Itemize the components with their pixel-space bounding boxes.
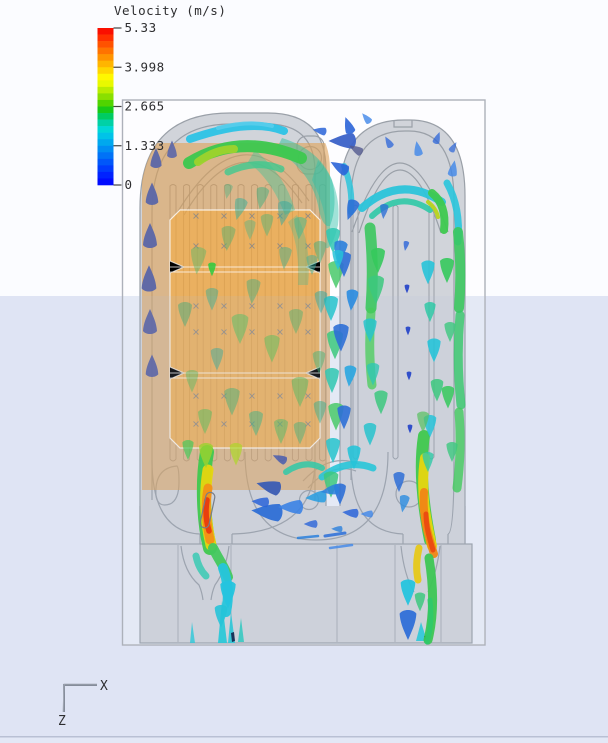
colorbar-band [97, 47, 114, 55]
colorbar-band [97, 34, 114, 42]
colorbar-tick-label: 1.333 [125, 138, 165, 153]
colorbar-band [97, 145, 114, 153]
colorbar-band [97, 106, 114, 114]
colorbar-band [97, 165, 114, 173]
colorbar-band [97, 119, 114, 127]
colorbar-band [97, 113, 114, 120]
colorbar [97, 28, 114, 186]
module-seams [169, 260, 321, 380]
colorbar-band [97, 93, 114, 101]
z-axis-label: Z [58, 714, 66, 729]
colorbar-band [97, 41, 114, 48]
colorbar-band [97, 86, 114, 94]
legend-title: Velocity (m/s) [114, 3, 226, 18]
colorbar-band [97, 99, 114, 107]
colorbar-band [97, 28, 114, 35]
colorbar-band [97, 54, 114, 62]
colorbar-band [97, 152, 114, 160]
colorbar-band [97, 67, 114, 75]
colorbar-band [97, 171, 114, 179]
colorbar-tick-label: 3.998 [125, 59, 165, 74]
colorbar-ticks: 5.33 3.998 2.665 1.333 0 [113, 20, 165, 192]
colorbar-band [97, 132, 114, 140]
colorbar-tick-label: 5.33 [125, 20, 157, 35]
colorbar-tick-label: 0 [125, 177, 133, 192]
colorbar-band [97, 139, 114, 147]
colorbar-band [97, 178, 114, 186]
colorbar-band [97, 60, 114, 68]
colorbar-band [97, 158, 114, 166]
velocity-legend: Velocity (m/s) 5.33 3.998 2.665 1.333 0 [97, 3, 226, 192]
flow-streak-arcs [183, 121, 466, 645]
x-axis-label: X [100, 679, 108, 694]
outlet-slot-outline [199, 491, 216, 529]
colorbar-band [97, 80, 114, 88]
colorbar-band [97, 126, 114, 133]
colorbar-tick-label: 2.665 [125, 99, 165, 114]
colorbar-band [97, 73, 114, 81]
axis-triad: X Z [58, 679, 108, 729]
